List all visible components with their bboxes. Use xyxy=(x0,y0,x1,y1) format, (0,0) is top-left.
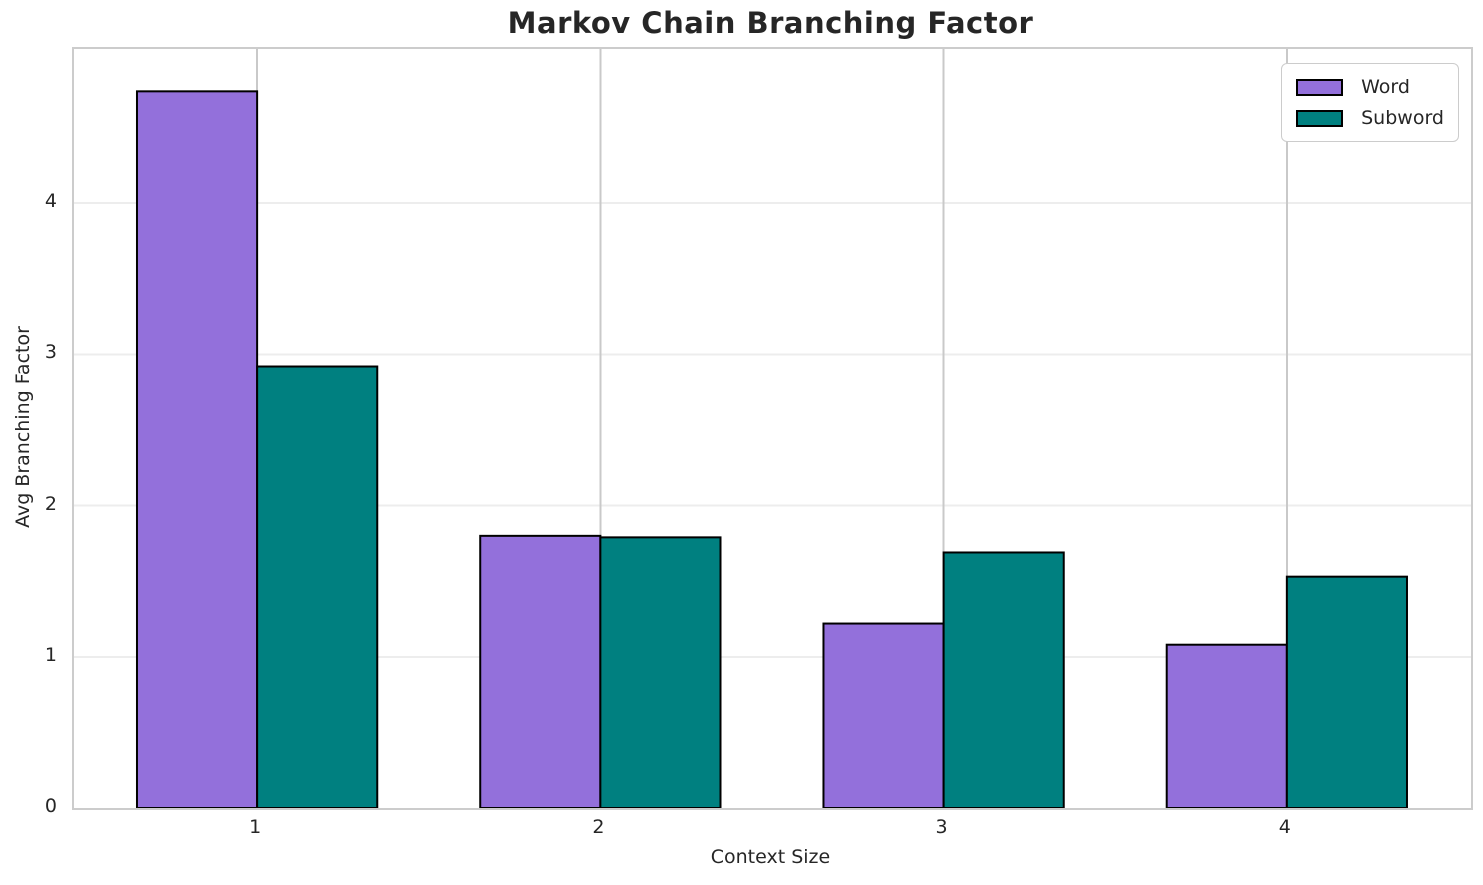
bar-word-1 xyxy=(135,90,259,808)
bar-chart-canvas xyxy=(74,49,1471,808)
plot-area xyxy=(72,47,1473,810)
legend-label: Word xyxy=(1361,76,1410,98)
legend-swatch-icon xyxy=(1296,78,1344,96)
bar-word-2 xyxy=(479,534,602,808)
bar-subword-3 xyxy=(942,551,1065,808)
x-tick-label: 4 xyxy=(1278,816,1291,838)
y-tick-label: 4 xyxy=(44,190,57,213)
y-axis-label: Avg Branching Factor xyxy=(12,326,34,528)
legend-swatch-icon xyxy=(1296,109,1344,127)
legend: Word Subword xyxy=(1281,63,1459,142)
legend-label: Subword xyxy=(1361,107,1444,129)
x-tick-label: 1 xyxy=(249,816,262,838)
bar-word-4 xyxy=(1165,643,1288,808)
y-tick-label: 2 xyxy=(44,492,57,515)
y-tick-label: 3 xyxy=(44,341,57,364)
x-axis-label: Context Size xyxy=(710,846,831,868)
x-tick-label: 2 xyxy=(592,816,605,838)
y-tick-label: 0 xyxy=(44,795,57,817)
chart-title: Markov Chain Branching Factor xyxy=(507,6,1034,40)
bar-subword-4 xyxy=(1285,575,1408,808)
legend-item-word: Word xyxy=(1296,74,1444,100)
bar-subword-2 xyxy=(599,536,722,808)
x-tick-label: 3 xyxy=(935,816,948,838)
y-tick-label: 1 xyxy=(44,643,57,666)
bar-word-3 xyxy=(822,622,945,808)
legend-item-subword: Subword xyxy=(1296,105,1444,131)
bar-subword-1 xyxy=(256,365,379,808)
